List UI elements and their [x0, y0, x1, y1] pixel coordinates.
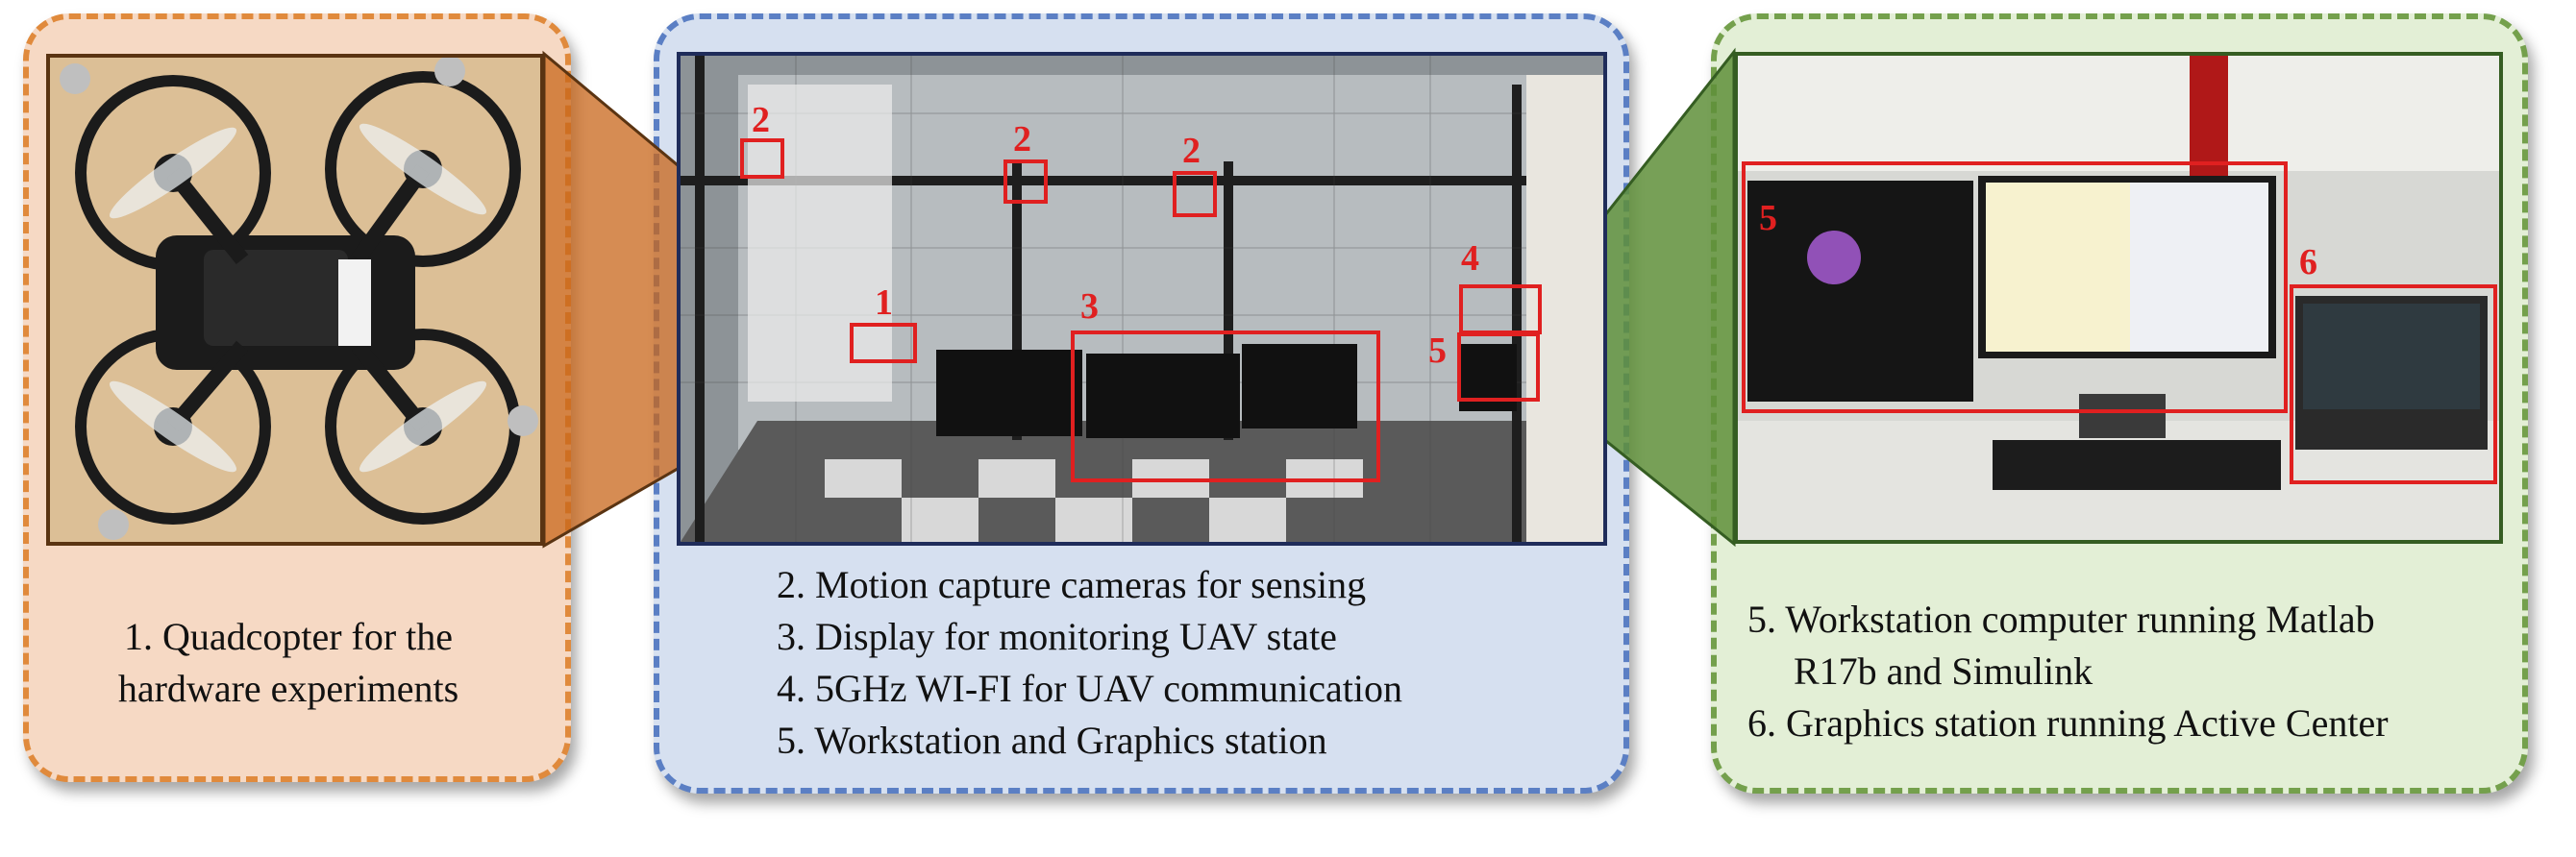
marker-box-3 [1071, 331, 1380, 482]
caption-line: 3. Display for monitoring UAV state [777, 615, 1337, 658]
marker-box-2c [1173, 171, 1217, 217]
caption-line: 1. Quadcopter for the [123, 615, 454, 658]
quadcopter-photo [46, 54, 544, 546]
caption-line: 5. Workstation computer running Matlab [1747, 598, 2375, 641]
marker-box-workstation [1742, 161, 2288, 413]
lab-setup-caption: 2. Motion capture cameras for sensing 3.… [777, 559, 1402, 767]
marker-label-graphics: 6 [2299, 242, 2317, 282]
marker-label-workstation: 5 [1759, 198, 1777, 238]
marker-label-2b: 2 [1013, 119, 1031, 159]
marker-box-1 [850, 323, 917, 363]
caption-line: R17b and Simulink [1794, 649, 2093, 693]
workstation-caption: 5. Workstation computer running Matlab R… [1747, 594, 2389, 749]
caption-line: 6. Graphics station running Active Cente… [1747, 701, 2389, 745]
marker-label-4: 4 [1461, 238, 1479, 279]
marker-box-graphics [2290, 284, 2497, 484]
quadcopter-caption: 1. Quadcopter for the hardware experimen… [58, 611, 519, 715]
marker-label-2a: 2 [752, 100, 770, 140]
arena-illustration [681, 56, 1603, 542]
marker-box-4 [1459, 284, 1542, 334]
caption-line: 4. 5GHz WI-FI for UAV communication [777, 667, 1403, 710]
marker-label-1: 1 [875, 282, 893, 323]
caption-line: hardware experiments [117, 667, 459, 710]
caption-line: 2. Motion capture cameras for sensing [777, 563, 1367, 606]
caption-line: 5. Workstation and Graphics station [777, 719, 1327, 762]
quadcopter-illustration [50, 58, 540, 542]
marker-label-5: 5 [1428, 331, 1447, 371]
workstation-photo [1734, 52, 2503, 544]
marker-label-2c: 2 [1182, 131, 1201, 171]
marker-box-2a [740, 138, 784, 179]
marker-label-3: 3 [1080, 286, 1099, 327]
lab-arena-photo [677, 52, 1607, 546]
marker-box-5 [1457, 332, 1540, 402]
marker-box-2b [1003, 159, 1048, 204]
workstation-illustration [1738, 56, 2499, 540]
